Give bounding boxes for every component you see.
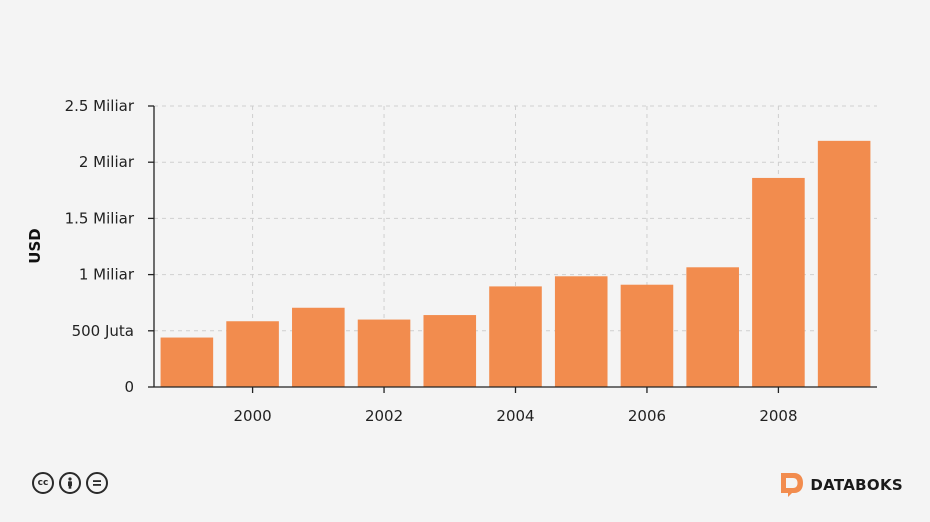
x-tick-label: 2002 xyxy=(365,407,403,425)
footer: cc DATABOKS xyxy=(0,470,930,500)
databoks-logo-icon xyxy=(781,473,804,497)
y-tick-label: 0 xyxy=(124,378,134,396)
y-tick-label: 2.5 Miliar xyxy=(65,97,135,115)
y-tick-label: 1 Miliar xyxy=(79,266,135,284)
license-badges[interactable]: cc xyxy=(32,472,108,494)
y-tick-label: 500 Juta xyxy=(72,322,134,340)
bar[interactable] xyxy=(752,177,805,387)
bar[interactable] xyxy=(423,315,477,387)
databoks-brand[interactable]: DATABOKS xyxy=(780,472,903,498)
axes-layer: 0 500 Juta 1 Miliar 1.5 Miliar 2 Miliar 2.5 M… xyxy=(65,97,877,425)
bar[interactable] xyxy=(686,267,739,387)
y-tick-label: 1.5 Miliar xyxy=(65,209,135,227)
creative-commons-icon: cc xyxy=(32,472,54,494)
bars-layer xyxy=(160,140,871,387)
no-derivatives-icon xyxy=(86,472,108,494)
y-axis-title: USD xyxy=(26,228,44,263)
x-tick-label: 2000 xyxy=(233,407,271,425)
x-tick-label: 2004 xyxy=(496,407,534,425)
bar[interactable] xyxy=(489,286,542,387)
bar[interactable] xyxy=(357,319,411,387)
y-tick-label: 2 Miliar xyxy=(79,153,135,171)
brand-name: DATABOKS xyxy=(810,476,903,494)
x-tick-label: 2006 xyxy=(628,407,666,425)
bar[interactable] xyxy=(160,337,214,387)
bar[interactable] xyxy=(226,321,279,387)
bar[interactable] xyxy=(817,140,871,387)
bar[interactable] xyxy=(554,276,608,387)
bar[interactable] xyxy=(620,284,674,387)
bar[interactable] xyxy=(292,307,345,387)
x-tick-label: 2008 xyxy=(759,407,797,425)
attribution-icon xyxy=(59,472,81,494)
